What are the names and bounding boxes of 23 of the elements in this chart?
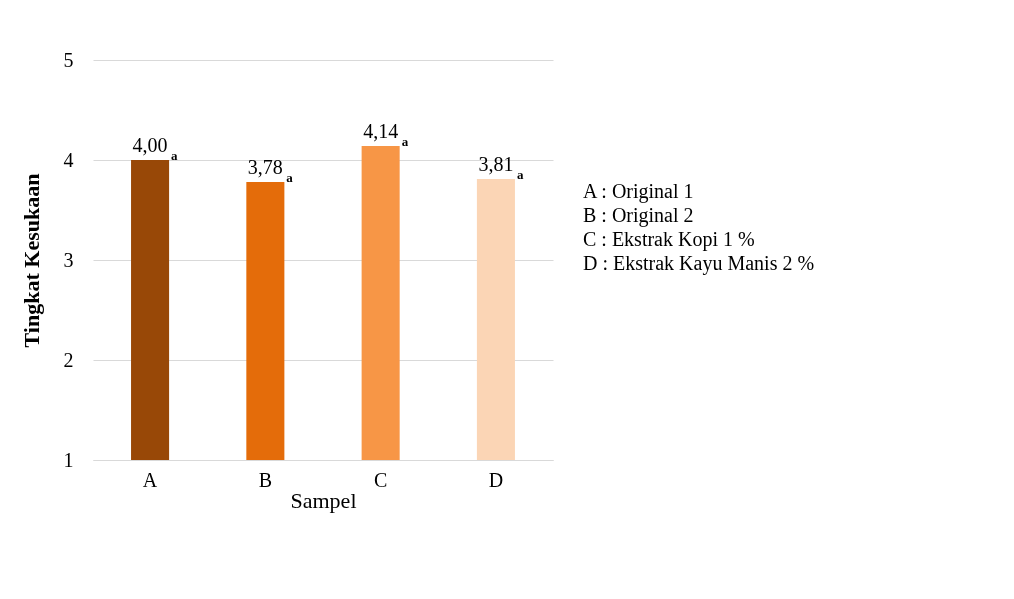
annotation: a [516,167,524,182]
text: A : Original 1 [583,180,694,203]
annotation: a [171,148,179,163]
data-label: 3,78 [247,156,283,178]
y-tick-label: 1 [63,448,74,471]
x-tick-label: A [142,468,158,491]
y-tick-label: 5 [63,48,74,71]
data-label: 3,81 [478,153,514,175]
y-tick-label: 4 [63,148,74,171]
x-axis-title: Sampel [290,487,357,513]
x-tick-label: B [258,468,273,491]
annotation: a [401,134,409,149]
y-axis-title: Tingkat Kesukaan [18,173,44,348]
data-label: 4,00 [132,134,168,156]
x-tick-label: C [373,468,388,491]
text: C : Ekstrak Kopi 1 % [583,228,755,251]
data-label: 4,14 [363,120,399,142]
text: D : Ekstrak Kayu Manis 2 % [583,252,815,275]
annotation: a [286,170,294,185]
y-tick-label: 3 [63,248,74,271]
y-tick-label: 2 [63,348,74,371]
text: B : Original 2 [583,204,694,227]
x-tick-label: D [488,468,504,491]
